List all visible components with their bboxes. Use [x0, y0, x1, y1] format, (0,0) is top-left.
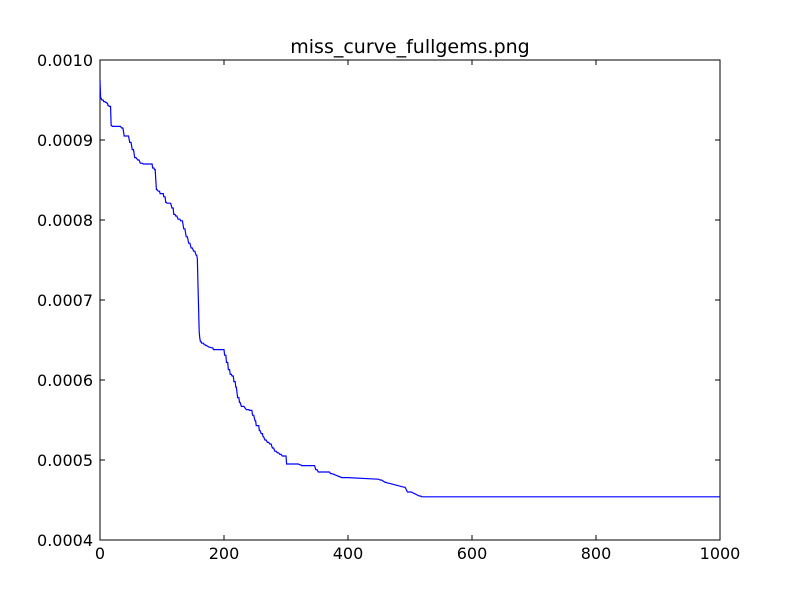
x-tick-label: 800 [581, 544, 612, 563]
series-layer [99, 79, 720, 498]
x-tick-label: 0 [95, 544, 105, 563]
x-axis: 0 200 400 600 800 1000 [95, 60, 740, 563]
y-tick-label: 0.0008 [37, 211, 93, 230]
x-tick-label: 200 [209, 544, 240, 563]
x-tick-label: 600 [457, 544, 488, 563]
y-tick-label: 0.0010 [37, 51, 93, 70]
chart-title: miss_curve_fullgems.png [290, 36, 529, 58]
y-tick-label: 0.0007 [37, 291, 93, 310]
y-axis: 0.0004 0.0005 0.0006 0.0007 0.0008 0.0009 0.00… [37, 51, 720, 550]
plot-frame [99, 59, 721, 541]
y-tick-label: 0.0009 [37, 131, 93, 150]
plot-area [99, 59, 721, 541]
series-line-0 [99, 79, 720, 498]
y-tick-label: 0.0004 [37, 531, 93, 550]
y-tick-label: 0.0005 [37, 451, 93, 470]
x-tick-label: 1000 [700, 544, 741, 563]
y-tick-label: 0.0006 [37, 371, 93, 390]
x-tick-label: 400 [333, 544, 364, 563]
